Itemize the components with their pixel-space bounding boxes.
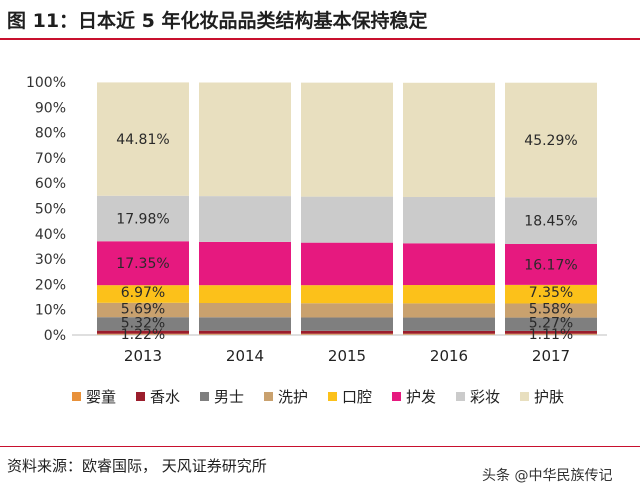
y-tick-label: 100% — [26, 75, 66, 91]
bar-segment — [403, 196, 495, 244]
legend-label: 香水 — [150, 388, 180, 406]
bar-segment — [97, 241, 189, 286]
data-label: 6.97% — [121, 285, 165, 301]
bar-segment — [403, 317, 495, 331]
bar-segment — [505, 333, 597, 335]
bar-segment — [403, 243, 495, 286]
bar-segment — [505, 197, 597, 244]
page-title: 图 11：日本近 5 年化妆品品类结构基本保持稳定 — [7, 10, 428, 32]
bar-segment — [199, 285, 291, 303]
bar-segment — [301, 285, 393, 304]
y-tick-label: 30% — [35, 252, 66, 268]
legend-label: 护肤 — [534, 388, 564, 406]
bar-segment — [301, 333, 393, 335]
bar-segment — [199, 330, 291, 334]
y-tick-label: 80% — [35, 126, 66, 142]
data-label: 44.81% — [116, 132, 169, 148]
legend-label: 彩妆 — [470, 388, 500, 406]
bar-segment — [199, 302, 291, 318]
bar-segment — [199, 241, 291, 286]
bar-segment — [505, 82, 597, 198]
bar-segment — [301, 330, 393, 334]
bar-segment — [301, 303, 393, 318]
bar-segment — [97, 330, 189, 334]
bar-segment — [97, 302, 189, 318]
watermark: 头条 @中华民族传记 — [482, 468, 613, 484]
bar-segment — [301, 82, 393, 197]
bar-segment — [301, 242, 393, 286]
bar-segment — [505, 303, 597, 318]
data-label: 18.45% — [524, 214, 577, 230]
data-label: 1.11% — [529, 327, 573, 343]
data-label: 45.29% — [524, 133, 577, 149]
x-tick-label: 2016 — [430, 347, 468, 365]
bar-segment — [301, 196, 393, 243]
data-label: 1.22% — [121, 327, 165, 343]
data-label: 17.98% — [116, 212, 169, 228]
data-label: 5.58% — [529, 301, 573, 317]
data-label: 5.69% — [121, 301, 165, 317]
data-label: 5.32% — [121, 315, 165, 331]
y-tick-label: 50% — [35, 202, 66, 218]
legend-swatch — [520, 392, 529, 401]
bar-segment — [505, 284, 597, 304]
legend-label: 男士 — [214, 388, 244, 406]
y-tick-label: 90% — [35, 100, 66, 116]
bar-segment — [403, 333, 495, 335]
bar-segment — [505, 243, 597, 285]
y-tick-label: 70% — [35, 151, 66, 167]
x-tick-label: 2017 — [532, 347, 570, 365]
x-tick-label: 2013 — [124, 347, 162, 365]
bar-segment — [505, 330, 597, 334]
bar-segment — [199, 333, 291, 335]
data-label: 5.27% — [529, 315, 573, 331]
source-note: 资料来源：欧睿国际， 天风证券研究所 — [7, 457, 267, 475]
bar-segment — [199, 82, 291, 197]
legend-label: 洗护 — [278, 388, 308, 406]
bar-segment — [403, 82, 495, 197]
legend-swatch — [456, 392, 465, 401]
x-tick-label: 2014 — [226, 347, 264, 365]
y-tick-label: 0% — [44, 328, 66, 344]
y-tick-label: 20% — [35, 277, 66, 293]
bar-segment — [199, 317, 291, 331]
bar-segment — [403, 330, 495, 334]
bar-segment — [97, 285, 189, 303]
legend-swatch — [264, 392, 273, 401]
bar-segment — [403, 285, 495, 304]
y-tick-label: 60% — [35, 176, 66, 192]
footer-rule — [0, 446, 640, 447]
legend-label: 口腔 — [342, 388, 372, 406]
data-label: 17.35% — [116, 256, 169, 272]
bar-segment — [403, 303, 495, 318]
legend-label: 护发 — [406, 388, 436, 406]
y-tick-label: 10% — [35, 303, 66, 319]
data-label: 16.17% — [524, 257, 577, 273]
bar-segment — [97, 195, 189, 242]
bar-segment — [97, 333, 189, 335]
legend-swatch — [328, 392, 337, 401]
legend-swatch — [200, 392, 209, 401]
x-tick-label: 2015 — [328, 347, 366, 365]
legend-label: 婴童 — [86, 388, 116, 406]
bar-segment — [97, 82, 189, 196]
bar-segment — [301, 317, 393, 331]
y-tick-label: 40% — [35, 227, 66, 243]
title-rule — [0, 38, 640, 40]
bar-segment — [505, 317, 597, 331]
data-label: 7.35% — [529, 285, 573, 301]
stacked-bar-chart: 0% 10% 20% 30% 40% 50% 60% 70% 80% 90% 100% 2013 201… — [26, 75, 607, 406]
legend-swatch — [72, 392, 81, 401]
legend-swatch — [392, 392, 401, 401]
title-bar: 图 11：日本近 5 年化妆品品类结构基本保持稳定 — [0, 0, 640, 40]
bar-segment — [97, 317, 189, 331]
legend-swatch — [136, 392, 145, 401]
bar-segment — [199, 196, 291, 242]
